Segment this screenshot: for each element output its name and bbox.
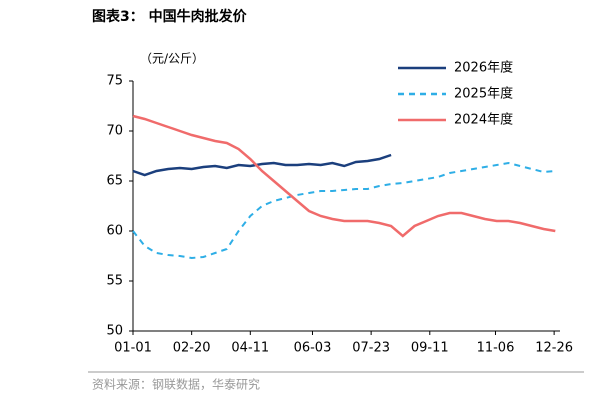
series-line — [132, 153, 392, 177]
y-tick-label: 55 — [106, 274, 123, 289]
legend-label: 2024年度 — [454, 112, 513, 128]
x-tick-label: 01-01 — [114, 341, 152, 356]
legend-label: 2025年度 — [454, 86, 513, 102]
y-tick-label: 75 — [106, 74, 123, 89]
y-tick-label: 60 — [106, 224, 123, 239]
x-tick-label: 12-26 — [535, 341, 573, 356]
x-tick-label: 02-20 — [173, 341, 211, 356]
x-tick-label: 07-23 — [352, 341, 390, 356]
y-tick-label: 50 — [106, 324, 123, 339]
y-tick-label: 65 — [106, 174, 123, 189]
y-tick-label: 70 — [106, 124, 123, 139]
x-tick-label: 06-03 — [294, 341, 332, 356]
x-tick-label: 11-06 — [477, 341, 515, 356]
source: 资料来源：钢联数据，华泰研究 — [92, 377, 260, 392]
x-tick-label: 04-11 — [231, 341, 269, 356]
legend-label: 2026年度 — [454, 60, 513, 76]
series-line — [132, 114, 556, 238]
x-tick-label: 09-11 — [411, 341, 449, 356]
series-line — [132, 161, 556, 260]
y-unit: （元/公斤） — [140, 52, 204, 66]
chart-title: 图表3： 中国牛肉批发价 — [92, 8, 248, 25]
